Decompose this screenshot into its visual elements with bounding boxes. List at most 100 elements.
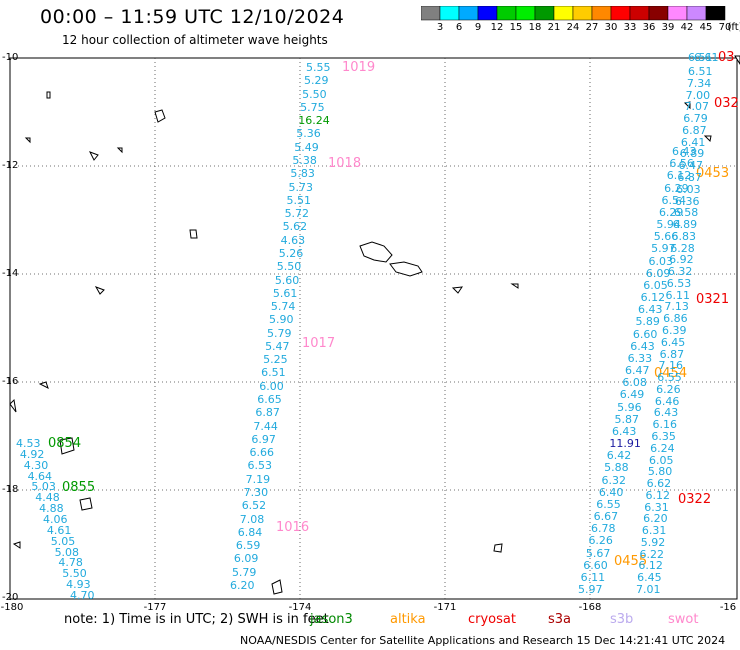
wave-height-value: 6.12 [640,291,666,304]
map-footer: NOAA/NESDIS Center for Satellite Applica… [240,634,726,647]
map-subtitle: 12 hour collection of altimeter wave hei… [62,33,328,47]
colorbar-label: 15 [509,22,523,33]
wave-height-value: 5.89 [635,315,660,329]
wave-height-value: 6.53 [666,276,692,290]
colorbar-label: 24 [566,22,580,33]
wave-height-value: 6.20 [643,512,668,526]
colorbar-label: 6 [455,22,463,33]
wave-height-value: 6.43 [672,145,697,158]
wave-height-value: 4.61 [46,523,72,537]
wave-height-value: 6.89 [672,218,698,232]
wave-height-value: 6.39 [662,324,687,337]
pass-time-label: 1019 [342,60,376,75]
colorbar-label: 42 [680,22,694,33]
wave-height-value: 5.79 [267,326,292,340]
wave-height-value: 6.87 [659,347,685,361]
pass-time-label: 1017 [302,336,336,351]
wave-height-value: 7.08 [239,512,265,526]
wave-height-value: 6.42 [606,449,632,463]
wave-height-value: 5.88 [604,461,629,475]
wave-height-value: 6.58 [673,206,699,220]
wave-height-value: 6.51 [261,366,286,380]
wave-height-value: 5.80 [647,465,673,479]
wave-height-value: 6.22 [639,547,665,561]
wave-height-value: 6.24 [650,441,675,455]
wave-height-value: 5.72 [284,207,310,221]
wave-height-value: 6.11 [580,570,606,584]
map-title: 00:00 – 11:59 UTC 12/10/2024 [40,6,345,28]
wave-height-value: 6.55 [657,371,682,385]
wave-height-value: 6.09 [645,266,671,280]
wave-height-value: 6.43 [611,424,637,438]
wave-height-value: 6.51 [688,65,713,78]
wave-height-value: 5.94 [656,218,681,231]
legend-s3a: s3a [548,612,572,627]
colorbar-swatch [705,5,726,21]
wave-height-value: 5.50 [62,567,87,581]
wave-height-value: 5.96 [617,400,642,414]
wave-height-value: 5.26 [278,246,304,260]
wave-height-value: 5.74 [270,300,296,314]
wave-height-value: 6.54 [661,193,687,207]
wave-height-value: 5.08 [54,545,80,559]
wave-height-value: 6.83 [671,229,696,243]
colorbar-label: 12 [490,22,504,33]
wave-height-value: 6.79 [683,112,708,126]
wave-height-value: 5.92 [640,535,666,549]
wave-height-value: 7.00 [685,88,711,102]
colorbar-label: 45 [699,22,713,33]
wave-height-value: 4.63 [280,233,306,247]
wave-height-value: 11.91 [609,437,641,450]
wave-height-value: 6.00 [259,379,284,393]
wave-height-value: 6.31 [644,500,669,514]
wave-height-value: 6.33 [627,351,653,365]
wave-height-value: 4.93 [66,578,91,592]
coastlines [9,55,740,595]
wave-height-value: 6.49 [619,388,645,402]
wave-height-value: 4.30 [23,458,49,472]
pass-time-label: 1018 [328,156,362,171]
wave-height-value: 6.05 [649,453,674,467]
wave-height-value: 6.05 [643,278,668,292]
wave-height-value: 5.90 [268,313,294,327]
wave-height-value: 5.73 [288,180,313,194]
x-tick-label: -168 [578,602,602,613]
wave-height-value: 6.52 [241,499,267,513]
wave-height-value: 6.16 [652,418,678,432]
wave-height-value: 5.29 [304,74,329,88]
wave-height-value: 6.60 [583,558,608,572]
wave-height-value: 6.03 [648,254,674,268]
x-tick-label: -174 [288,602,312,613]
wave-height-value: 4.48 [35,491,60,505]
pass-time-label: 0855 [62,480,96,495]
wave-height-value: 6.89 [679,147,705,161]
wave-height-value: 6.35 [651,429,676,443]
wave-height-value: 6.67 [593,510,619,523]
wave-height-value: 6.36 [675,194,700,208]
wave-height-value: 6.59 [235,539,261,553]
wave-height-value: 5.25 [263,353,288,367]
wave-height-value: 6.31 [641,524,667,538]
wave-height-value: 6.43 [653,406,679,420]
wave-height-value: 7.13 [664,300,689,314]
pass-time-label: 03 [718,50,735,65]
wave-height-value: 6.09 [233,552,259,566]
colorbar-swatches [420,5,726,21]
pass-time-label: 0854 [48,436,82,451]
wave-height-value: 5.75 [300,100,325,114]
wave-height-value: 5.61 [272,286,298,300]
wave-height-value: 4.06 [43,513,68,526]
wave-height-value: 6.45 [637,571,662,585]
wave-height-value: 6.41 [680,135,706,149]
map-note: note: 1) Time is in UTC; 2) SWH is in fe… [64,612,329,627]
wave-height-value: 6.87 [677,170,702,184]
wave-height-value: 6.87 [682,123,707,137]
wave-height-value: 5.79 [231,565,257,579]
wave-height-value: 4.53 [16,437,41,450]
x-tick-label: -177 [143,602,167,613]
wave-height-value: 6.61 [694,51,719,64]
wave-height-value: 5.83 [290,167,315,181]
wave-height-value: 6.56 [669,157,694,171]
wave-height-value: 7.16 [658,359,683,373]
